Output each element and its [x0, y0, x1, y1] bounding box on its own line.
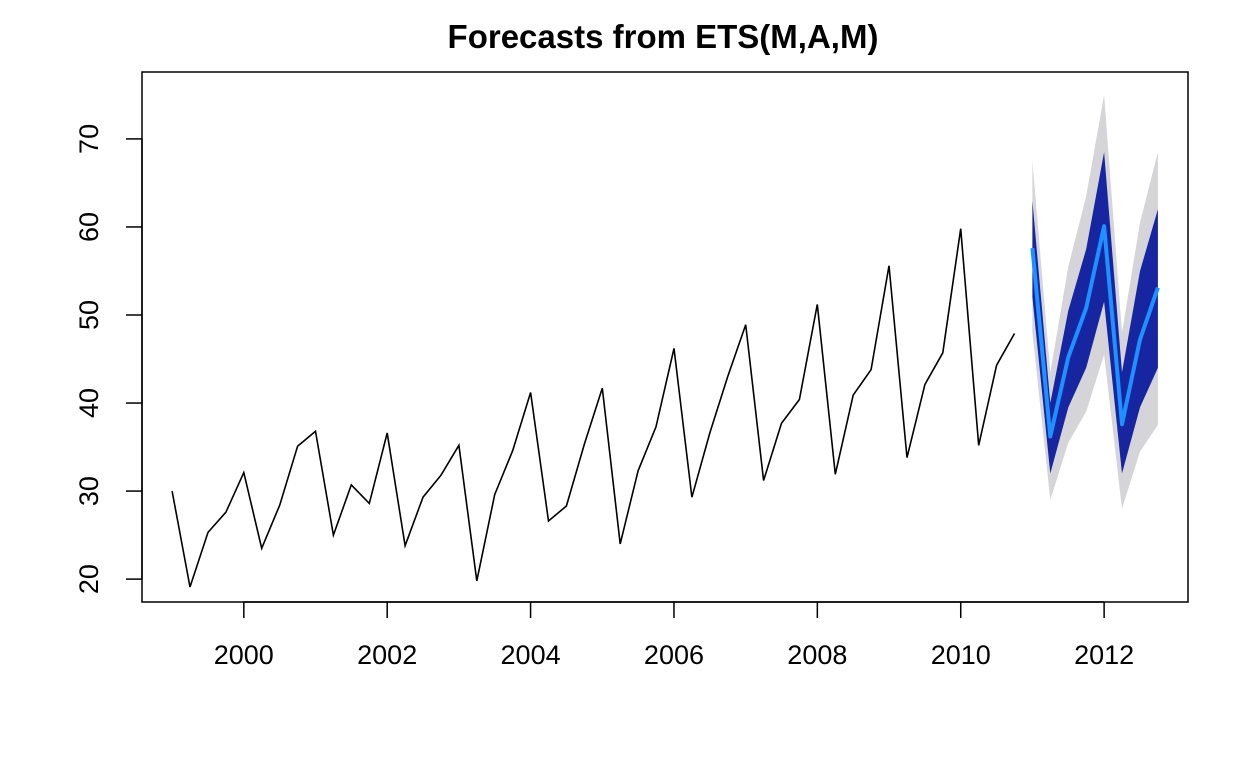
band-80 [1032, 152, 1158, 474]
x-tick-label: 2010 [931, 640, 991, 670]
y-tick-label: 70 [74, 124, 104, 154]
y-tick-label: 30 [74, 476, 104, 506]
history-line [171, 228, 1016, 588]
chart-title: Forecasts from ETS(M,A,M) [448, 18, 879, 55]
forecast-interval-bands [1032, 94, 1158, 509]
x-tick-label: 2012 [1074, 640, 1134, 670]
x-tick-label: 2004 [501, 640, 561, 670]
series-lines [171, 224, 1160, 588]
y-tick-label: 60 [74, 212, 104, 242]
y-tick-label: 50 [74, 300, 104, 330]
plot-area-frame [141, 71, 1189, 603]
x-tick-label: 2006 [644, 640, 704, 670]
axes: 2000 2002 2004 2006 2008 2010 2012 20 30 40 50 60 70 [74, 124, 1134, 670]
y-tick-label: 20 [74, 564, 104, 594]
x-tick-label: 2008 [787, 640, 847, 670]
forecast-line [1030, 224, 1160, 439]
x-tick-label: 2000 [214, 640, 274, 670]
x-tick-label: 2002 [357, 640, 417, 670]
y-tick-label: 40 [74, 388, 104, 418]
